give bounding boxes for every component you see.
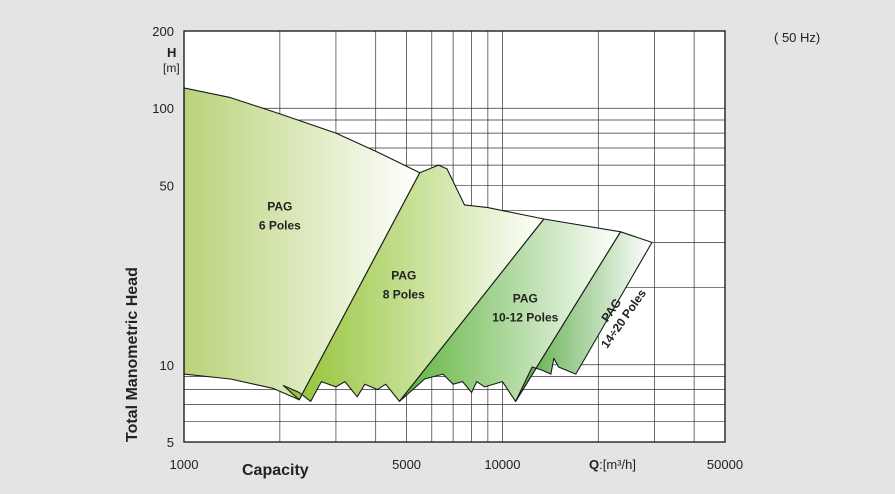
y-tick-label: 200 [152,24,174,39]
region-label-1: PAG 6 Poles [259,199,301,232]
x-unit-label: Q:[m³/h] [589,457,636,472]
x-tick-label: 10000 [484,457,520,472]
x-tick-label: 5000 [392,457,421,472]
region-2 [282,164,545,402]
frequency-label: ( 50 Hz) [774,30,820,45]
region-label-2: PAG 8 Poles [383,268,425,301]
y-tick-label: 100 [152,101,174,116]
y-unit-symbol: H [167,45,176,60]
x-unit: :[m³/h] [599,457,636,472]
region-label-line: 10-12 Poles [492,310,558,324]
x-tick-label: 1000 [170,457,199,472]
tick-labels: 1000 5000 10000 50000 5 10 50 100 200 [152,24,743,472]
region-4 [515,231,653,402]
plot-border [183,30,726,443]
region-label-line: 6 Poles [259,218,301,232]
y-unit: [m] [163,61,180,75]
region-label-3: PAG 10-12 Poles [492,291,558,324]
x-unit-symbol: Q [589,457,599,472]
region-label-line: PAG [513,291,538,305]
y-tick-label: 50 [160,178,174,193]
x-tick-label: 50000 [707,457,743,472]
y-axis-title: Total Manometric Head [124,267,141,442]
region-label-line: 8 Poles [383,287,425,301]
y-tick-label: 5 [167,435,174,450]
region-label-line: PAG [267,199,292,213]
y-tick-label: 10 [160,358,174,373]
x-axis-title: Capacity [242,462,309,479]
region-label-line: PAG [391,268,416,282]
regions [183,87,653,402]
